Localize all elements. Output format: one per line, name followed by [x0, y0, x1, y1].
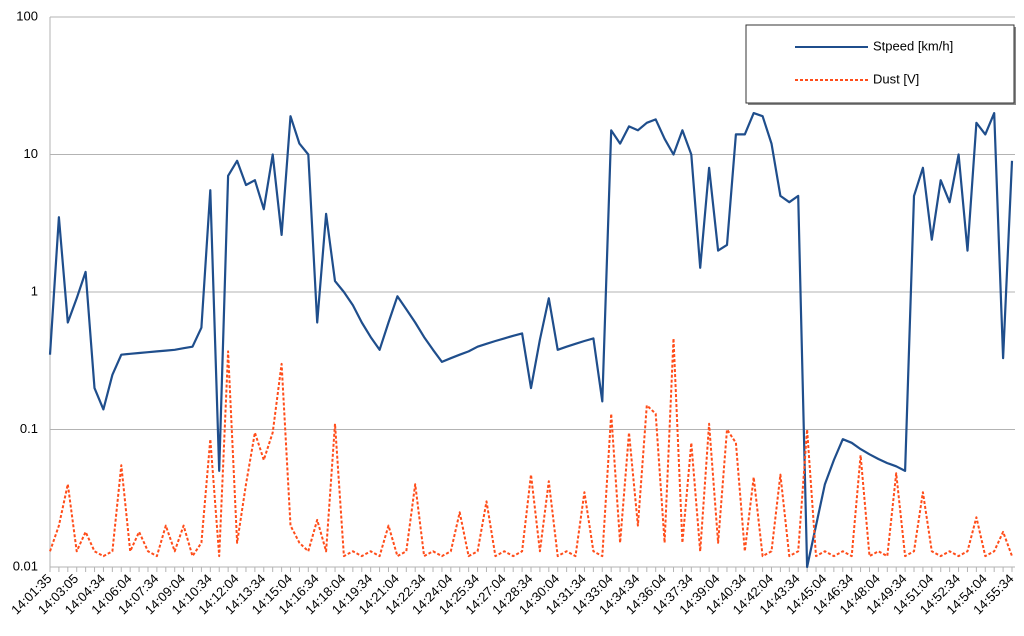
y-tick-label: 0.1	[20, 421, 38, 436]
series-line	[49, 337, 1013, 558]
legend-box	[745, 24, 1015, 104]
y-tick-label: 10	[24, 146, 38, 161]
series-line	[48, 112, 1014, 569]
legend-label: Stpeed [km/h]	[873, 38, 953, 53]
y-tick-label: 100	[16, 8, 38, 23]
y-tick-label: 0.01	[13, 558, 38, 573]
legend-label: Dust [V]	[873, 71, 919, 86]
y-tick-label: 1	[31, 283, 38, 298]
legend: Stpeed [km/h] Dust [V]	[745, 24, 1016, 105]
